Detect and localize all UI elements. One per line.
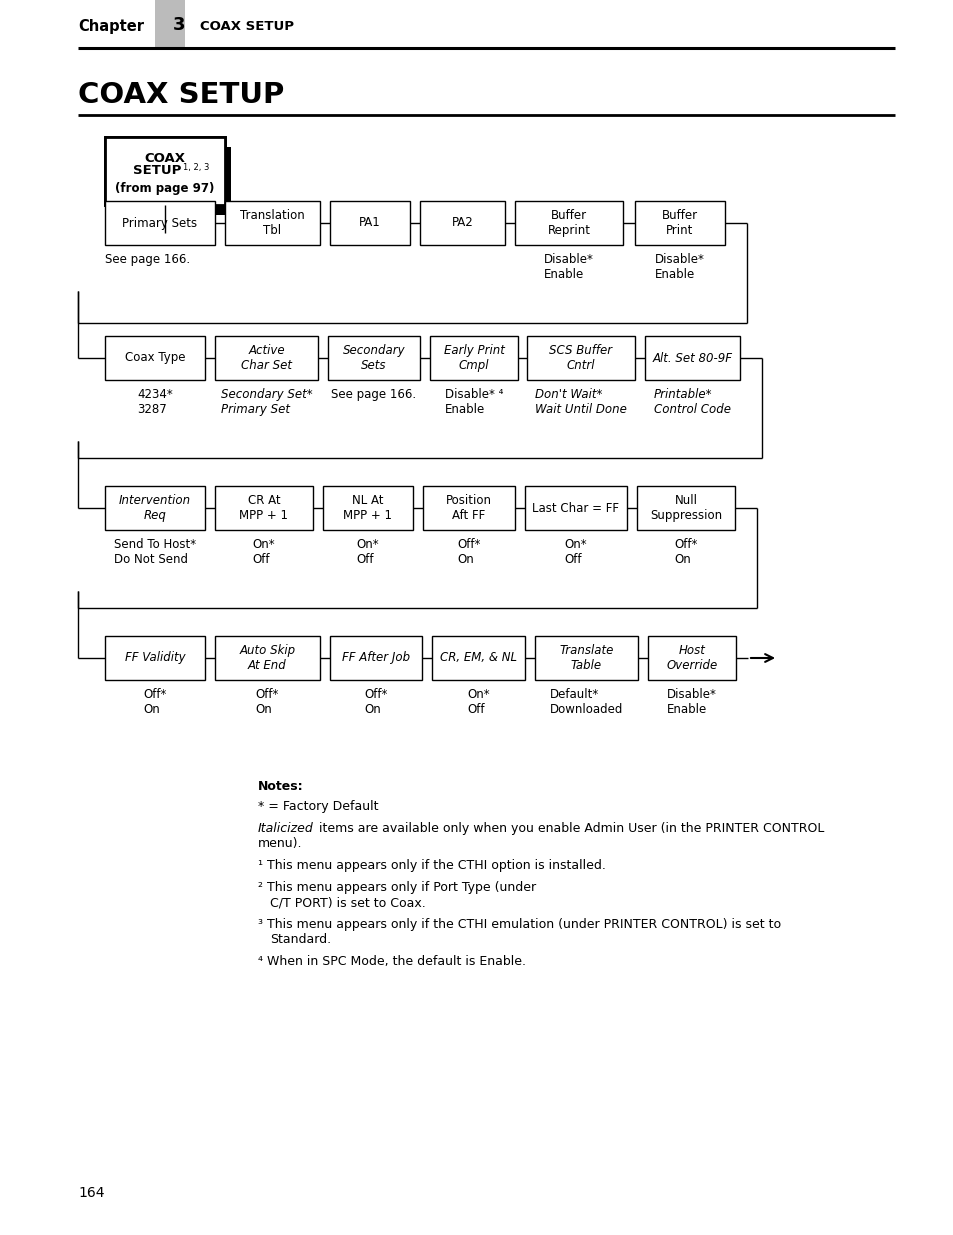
Bar bbox=[225, 201, 319, 245]
Text: Off*
On: Off* On bbox=[143, 688, 167, 716]
Bar bbox=[330, 201, 410, 245]
Text: 4234*
3287: 4234* 3287 bbox=[137, 388, 172, 416]
Bar bbox=[105, 336, 205, 380]
Text: items are available only when you enable Admin User (in the PRINTER CONTROL: items are available only when you enable… bbox=[314, 823, 823, 835]
Text: Don't Wait*
Wait Until Done: Don't Wait* Wait Until Done bbox=[535, 388, 626, 416]
Text: ⁴ When in SPC Mode, the default is Enable.: ⁴ When in SPC Mode, the default is Enabl… bbox=[257, 955, 525, 968]
Text: Buffer
Print: Buffer Print bbox=[661, 209, 698, 237]
Text: COAX SETUP: COAX SETUP bbox=[200, 21, 294, 33]
Text: Intervention
Req: Intervention Req bbox=[119, 494, 191, 522]
Text: FF Validity: FF Validity bbox=[125, 652, 185, 664]
Text: On*
Off: On* Off bbox=[356, 538, 379, 566]
Text: On*
Off: On* Off bbox=[467, 688, 489, 716]
Text: * = Factory Default: * = Factory Default bbox=[257, 800, 378, 813]
Text: Position
Aft FF: Position Aft FF bbox=[446, 494, 492, 522]
Text: CR At
MPP + 1: CR At MPP + 1 bbox=[239, 494, 288, 522]
Text: FF After Job: FF After Job bbox=[341, 652, 410, 664]
Bar bbox=[105, 201, 214, 245]
Bar bbox=[432, 636, 524, 680]
Text: Off*
On: Off* On bbox=[674, 538, 697, 566]
Bar bbox=[154, 0, 185, 49]
Text: See page 166.: See page 166. bbox=[331, 388, 416, 401]
Text: Disable*
Enable: Disable* Enable bbox=[543, 253, 594, 282]
Text: PA2: PA2 bbox=[451, 216, 473, 230]
Bar bbox=[647, 636, 735, 680]
Text: Early Print
Cmpl: Early Print Cmpl bbox=[443, 345, 504, 372]
Text: Italicized: Italicized bbox=[257, 823, 314, 835]
Text: menu).: menu). bbox=[257, 837, 302, 850]
Bar bbox=[214, 636, 319, 680]
Text: Notes:: Notes: bbox=[257, 781, 303, 793]
Text: Primary Sets: Primary Sets bbox=[122, 216, 197, 230]
Bar bbox=[524, 487, 626, 530]
Text: 164: 164 bbox=[78, 1186, 105, 1200]
Text: PA1: PA1 bbox=[358, 216, 380, 230]
Text: On*
Off: On* Off bbox=[564, 538, 587, 566]
Text: Translation
Tbl: Translation Tbl bbox=[240, 209, 305, 237]
Bar bbox=[328, 336, 419, 380]
Text: 1, 2, 3: 1, 2, 3 bbox=[183, 163, 209, 172]
Text: CR, EM, & NL: CR, EM, & NL bbox=[439, 652, 517, 664]
Text: Alt. Set 80-9F: Alt. Set 80-9F bbox=[652, 352, 732, 364]
Text: Chapter: Chapter bbox=[78, 20, 144, 35]
Text: Printable*
Control Code: Printable* Control Code bbox=[654, 388, 730, 416]
Bar bbox=[637, 487, 734, 530]
Bar bbox=[526, 336, 635, 380]
Text: (from page 97): (from page 97) bbox=[115, 183, 214, 195]
Text: 3: 3 bbox=[172, 16, 185, 35]
Text: Null
Suppression: Null Suppression bbox=[649, 494, 721, 522]
Text: SETUP: SETUP bbox=[132, 164, 181, 178]
Text: Disable*
Enable: Disable* Enable bbox=[655, 253, 704, 282]
Text: C/T PORT) is set to Coax.: C/T PORT) is set to Coax. bbox=[270, 897, 425, 909]
Bar bbox=[635, 201, 724, 245]
Text: Host
Override: Host Override bbox=[666, 643, 717, 672]
Text: Off*
On: Off* On bbox=[364, 688, 387, 716]
Text: Standard.: Standard. bbox=[270, 932, 331, 946]
Text: ² This menu appears only if Port Type (under: ² This menu appears only if Port Type (u… bbox=[257, 881, 536, 894]
Bar bbox=[105, 137, 225, 205]
Text: Buffer
Reprint: Buffer Reprint bbox=[547, 209, 590, 237]
Text: ¹ This menu appears only if the CTHI option is installed.: ¹ This menu appears only if the CTHI opt… bbox=[257, 860, 605, 872]
Text: Disable* ⁴
Enable: Disable* ⁴ Enable bbox=[444, 388, 502, 416]
Bar bbox=[644, 336, 740, 380]
Bar bbox=[430, 336, 517, 380]
Bar bbox=[422, 487, 515, 530]
Bar bbox=[214, 487, 313, 530]
Bar bbox=[111, 147, 231, 215]
Bar bbox=[535, 636, 638, 680]
Bar bbox=[323, 487, 413, 530]
Bar bbox=[419, 201, 504, 245]
Text: On*
Off: On* Off bbox=[253, 538, 275, 566]
Text: Last Char = FF: Last Char = FF bbox=[532, 501, 618, 515]
Text: Off*
On: Off* On bbox=[456, 538, 480, 566]
Text: Off*
On: Off* On bbox=[255, 688, 279, 716]
Bar bbox=[330, 636, 421, 680]
Bar bbox=[105, 487, 205, 530]
Text: Default*
Downloaded: Default* Downloaded bbox=[549, 688, 622, 716]
Text: Coax Type: Coax Type bbox=[125, 352, 185, 364]
Text: SCS Buffer
Cntrl: SCS Buffer Cntrl bbox=[549, 345, 612, 372]
Text: ³ This menu appears only if the CTHI emulation (under PRINTER CONTROL) is set to: ³ This menu appears only if the CTHI emu… bbox=[257, 918, 781, 931]
Bar bbox=[105, 636, 205, 680]
Text: COAX SETUP: COAX SETUP bbox=[78, 82, 284, 109]
Text: Secondary
Sets: Secondary Sets bbox=[342, 345, 405, 372]
Text: Disable*
Enable: Disable* Enable bbox=[666, 688, 717, 716]
Text: Translate
Table: Translate Table bbox=[558, 643, 613, 672]
Text: NL At
MPP + 1: NL At MPP + 1 bbox=[343, 494, 392, 522]
Text: Auto Skip
At End: Auto Skip At End bbox=[239, 643, 295, 672]
Bar bbox=[214, 336, 317, 380]
Text: Active
Char Set: Active Char Set bbox=[241, 345, 292, 372]
Text: COAX: COAX bbox=[144, 152, 185, 165]
Text: Secondary Set*
Primary Set: Secondary Set* Primary Set bbox=[220, 388, 312, 416]
Text: Send To Host*
Do Not Send: Send To Host* Do Not Send bbox=[113, 538, 196, 566]
Bar bbox=[105, 137, 225, 205]
Text: See page 166.: See page 166. bbox=[105, 253, 190, 266]
Bar bbox=[515, 201, 622, 245]
